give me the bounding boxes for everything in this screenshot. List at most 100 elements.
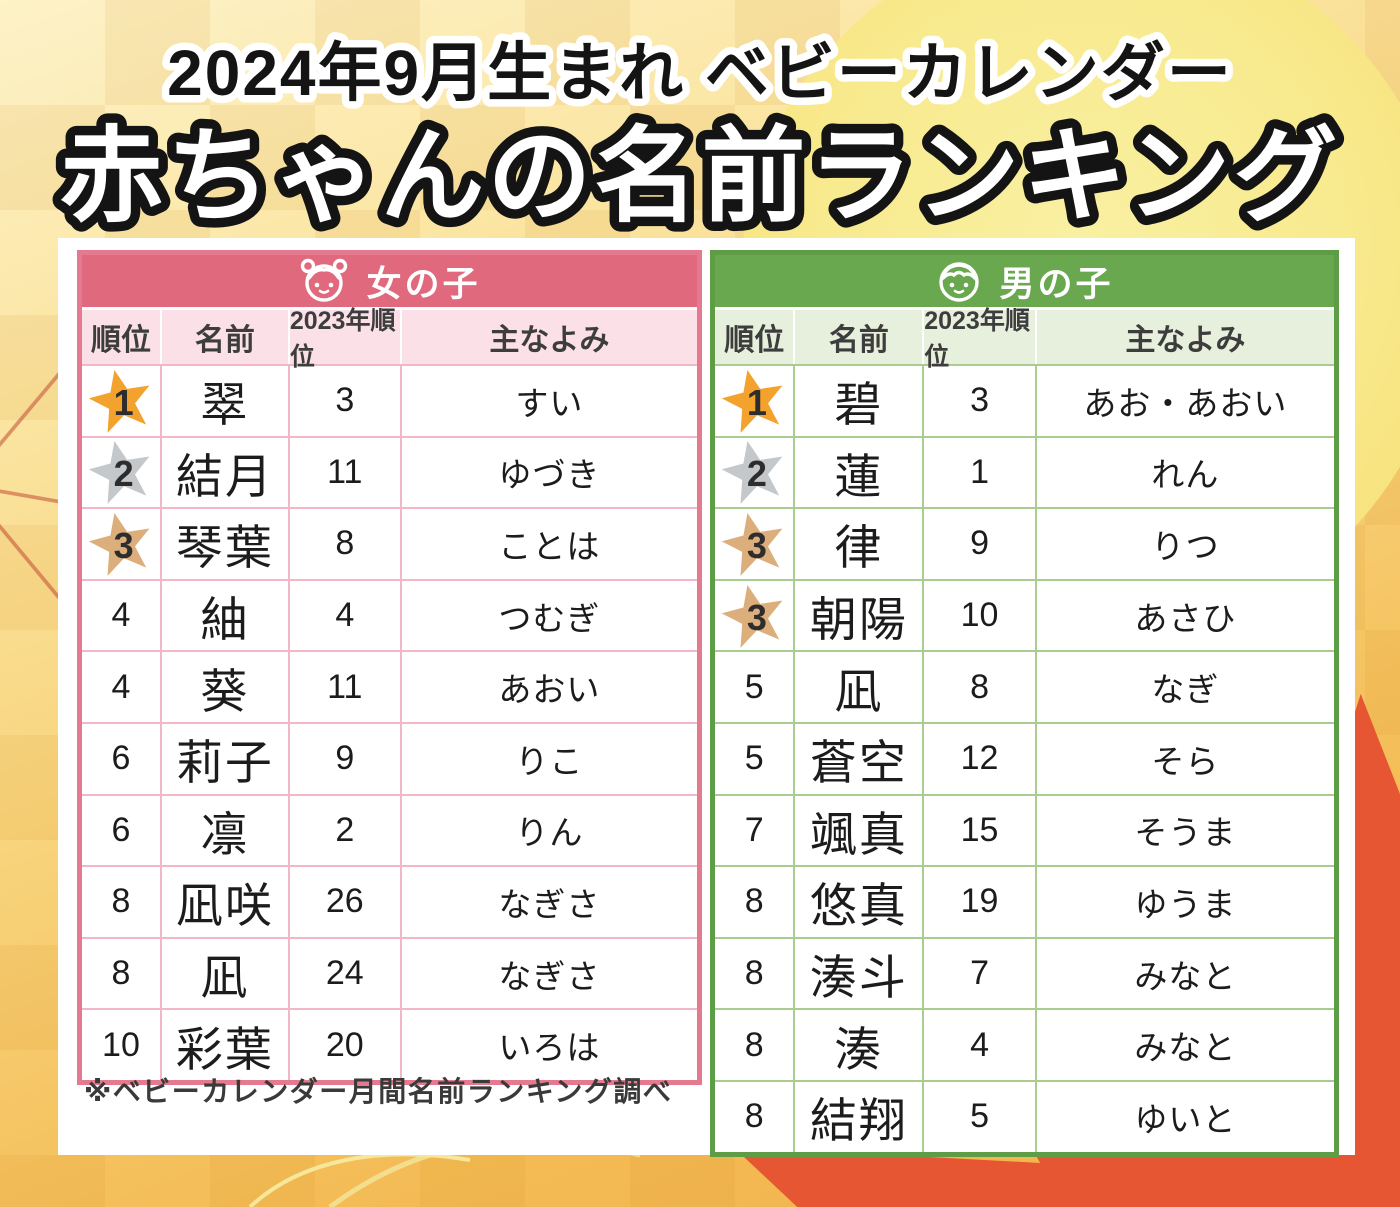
rank-cell: 8 — [715, 1010, 796, 1080]
rank2023-cell: 12 — [924, 723, 1037, 794]
rank2023-cell: 24 — [290, 938, 402, 1009]
boy-face-icon — [939, 262, 980, 302]
rank2023-cell: 10 — [924, 580, 1037, 651]
girls-table: 女の子 順位 名前 2023年順位 主なよみ 1 翠 3 すい — [77, 250, 702, 1085]
rank-cell: 8 — [82, 938, 162, 1009]
rank-number: 1 — [113, 381, 134, 423]
rank-number: 6 — [111, 739, 131, 778]
rank-cell: 3 — [82, 509, 162, 579]
source-footnote: ※ベビーカレンダー月間名前ランキング調べ — [84, 1076, 673, 1107]
gender-label: 男の子 — [999, 264, 1114, 304]
rank-number: 6 — [111, 810, 131, 849]
yomi-cell: つむぎ — [498, 599, 601, 637]
rank-cell: 5 — [715, 652, 796, 722]
rank-cell: 1 — [82, 366, 162, 436]
girls-rows: 1 翠 3 すい 2 結月 11 ゆづき 3 — [82, 366, 697, 1080]
rank-number: 8 — [744, 882, 764, 921]
table-row: 5 凪 8 なぎ — [715, 650, 1334, 722]
yomi-cell: なぎさ — [498, 957, 601, 995]
yomi-cell: みなと — [1134, 1029, 1237, 1067]
rank-medal-star-icon: 2 — [721, 439, 787, 505]
rank-medal-star-icon: 3 — [88, 511, 154, 577]
yomi-cell: あさひ — [1134, 599, 1237, 637]
name-cell: 颯真 — [795, 795, 925, 866]
table-row: 3 朝陽 10 あさひ — [715, 578, 1334, 651]
table-row: 6 莉子 9 りこ — [82, 721, 697, 794]
rank2023-cell: 2 — [290, 795, 402, 866]
name-cell: 凛 — [162, 795, 290, 866]
title-block: 2024年9月生まれ ベビーカレンダー 赤ちゃんの名前ランキング — [50, 30, 1347, 245]
yomi-cell: すい — [515, 384, 584, 422]
table-row: 4 葵 11 あおい — [82, 650, 697, 722]
rank-number: 8 — [744, 1097, 764, 1136]
name-cell: 律 — [795, 509, 925, 579]
column-header-yomi: 主なよみ — [489, 324, 610, 357]
rank-number: 4 — [111, 667, 131, 706]
yomi-cell: そら — [1151, 742, 1220, 780]
yomi-cell: ゆづき — [498, 456, 601, 494]
rank2023-cell: 11 — [290, 652, 402, 722]
page-title: 赤ちゃんの名前ランキング — [60, 119, 1341, 235]
rank-cell: 8 — [82, 867, 162, 937]
name-cell: 凪 — [162, 938, 290, 1009]
name-cell: 蓮 — [795, 437, 925, 508]
yomi-cell: みなと — [1134, 957, 1237, 995]
rank-cell: 3 — [715, 509, 796, 579]
rank-cell: 2 — [82, 437, 162, 508]
yomi-cell: なぎ — [1151, 671, 1220, 709]
rank-number: 8 — [111, 954, 131, 993]
yomi-cell: あおい — [498, 671, 601, 709]
rank-number: 5 — [744, 739, 764, 778]
column-header-rank2023: 2023年順位 — [290, 307, 402, 371]
rank-cell: 7 — [715, 795, 796, 866]
yomi-cell: りこ — [515, 742, 584, 780]
table-row: 8 湊 4 みなと — [715, 1008, 1334, 1080]
yomi-cell: そうま — [1134, 814, 1237, 852]
table-row: 2 結月 11 ゆづき — [82, 435, 697, 508]
name-cell: 葵 — [162, 652, 290, 722]
yomi-cell: ことは — [498, 527, 601, 565]
column-header-name: 名前 — [795, 310, 925, 364]
rank2023-cell: 7 — [924, 938, 1037, 1009]
rank2023-cell: 19 — [924, 867, 1037, 937]
rank2023-cell: 4 — [924, 1010, 1037, 1080]
rank-medal-star-icon: 3 — [721, 511, 787, 577]
rank-number: 7 — [744, 810, 764, 849]
table-row: 8 悠真 19 ゆうま — [715, 865, 1334, 937]
column-header-rank: 順位 — [715, 310, 796, 364]
table-row: 2 蓮 1 れん — [715, 435, 1334, 508]
column-header-name: 名前 — [162, 310, 290, 364]
table-row: 4 紬 4 つむぎ — [82, 578, 697, 651]
table-row: 1 碧 3 あお・あおい — [715, 366, 1334, 436]
rank-cell: 8 — [715, 867, 796, 937]
table-row: 6 凛 2 りん — [82, 793, 697, 866]
rank-cell: 3 — [715, 580, 796, 651]
name-cell: 蒼空 — [795, 723, 925, 794]
table-row: 8 結翔 5 ゆいと — [715, 1079, 1334, 1152]
rank-cell: 4 — [82, 652, 162, 722]
rank-number: 3 — [113, 524, 134, 566]
rank2023-cell: 11 — [290, 437, 402, 508]
table-row: 8 凪 24 なぎさ — [82, 936, 697, 1009]
rank-cell: 6 — [82, 723, 162, 794]
column-header-yomi: 主なよみ — [1125, 324, 1246, 357]
name-cell: 結月 — [162, 437, 290, 508]
rank2023-cell: 8 — [290, 509, 402, 579]
boys-column-headers: 順位 名前 2023年順位 主なよみ — [715, 307, 1334, 371]
name-cell: 琴葉 — [162, 509, 290, 579]
name-cell: 凪咲 — [162, 867, 290, 937]
rank-cell: 2 — [715, 437, 796, 508]
rank-cell: 6 — [82, 795, 162, 866]
rank2023-cell: 4 — [290, 580, 402, 651]
yomi-cell: あお・あおい — [1083, 384, 1288, 422]
rank-cell: 8 — [715, 938, 796, 1009]
rank-number: 2 — [113, 453, 134, 495]
rank-number: 8 — [744, 954, 764, 993]
rank2023-cell: 9 — [290, 723, 402, 794]
rank-number: 4 — [111, 596, 131, 635]
rank-medal-star-icon: 1 — [721, 368, 787, 434]
yomi-cell: ゆうま — [1134, 885, 1237, 923]
column-header-rank2023: 2023年順位 — [924, 307, 1037, 371]
table-row: 1 翠 3 すい — [82, 366, 697, 436]
yomi-cell: りつ — [1151, 527, 1220, 565]
